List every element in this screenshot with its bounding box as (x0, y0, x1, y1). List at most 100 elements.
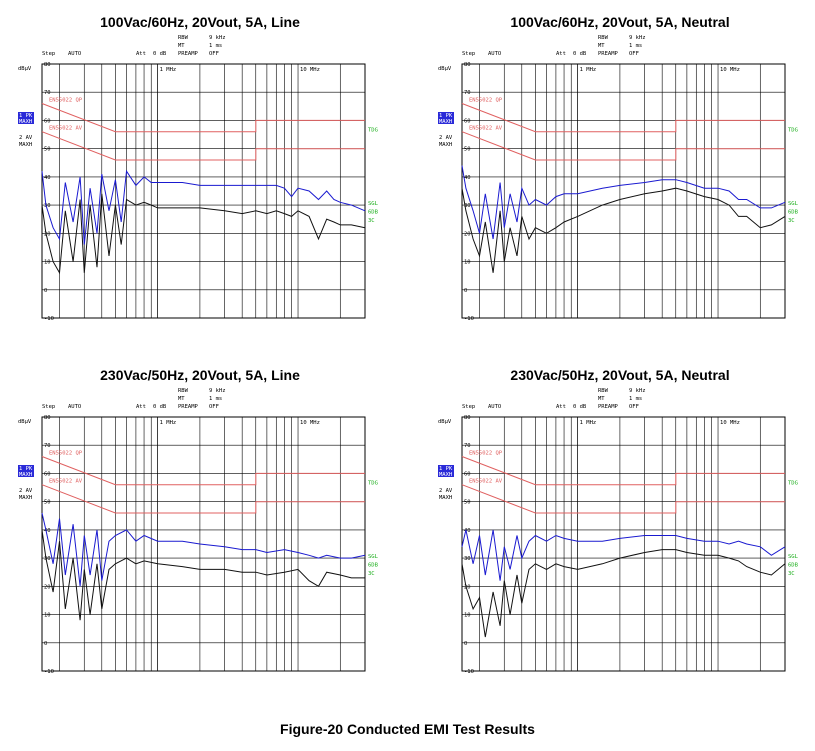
plot-frame (461, 63, 786, 319)
mt-label: MT (178, 43, 185, 49)
pk-trace-mode: MAXH (19, 472, 32, 478)
emi-panel: 230Vac/50Hz, 20Vout, 5A, Line RBW 9 kHz MT… (10, 367, 390, 675)
average-trace (461, 549, 786, 638)
av-trace-mode: MAXH (19, 142, 32, 148)
av-trace-label: 2 AV (19, 488, 33, 494)
y-tick-label: 30 (44, 203, 51, 209)
av-trace-label: 2 AV (19, 135, 33, 141)
y-axis-label: dBµV (18, 419, 32, 425)
step-label: Step (42, 51, 55, 57)
y-tick-label: 10 (464, 260, 471, 266)
preamp-value: OFF (629, 404, 639, 410)
figure-caption: Figure-20 Conducted EMI Test Results (280, 721, 535, 737)
emi-plot: RBW 9 kHz MT 1 ms PREAMP OFF Step AUTO Att 0 dB 80… (18, 35, 379, 322)
chart-title: 100Vac/60Hz, 20Vout, 5A, Line (100, 14, 300, 30)
pk-trace-label: 1 PK (439, 466, 453, 472)
att-label: Att (136, 404, 146, 410)
right-label: SGL (368, 554, 379, 560)
x-marker-label: 1 MHz (160, 67, 177, 73)
emi-plot: RBW 9 kHz MT 1 ms PREAMP OFF Step AUTO Att 0 dB 80… (18, 388, 379, 675)
mt-value: 1 ms (209, 43, 222, 49)
av-trace-label: 2 AV (439, 135, 453, 141)
limit-label: EN55022 AV (49, 126, 83, 132)
limit-line (41, 131, 365, 161)
emi-plot: RBW 9 kHz MT 1 ms PREAMP OFF Step AUTO Att 0 dB 80… (438, 35, 799, 322)
emi-panel: 230Vac/50Hz, 20Vout, 5A, Neutral RBW 9 kH… (430, 367, 810, 675)
right-label: SGL (788, 201, 799, 207)
plot-frame (461, 416, 786, 672)
limit-line (461, 131, 785, 161)
y-tick-label: 60 (464, 471, 471, 477)
chart-title: 100Vac/60Hz, 20Vout, 5A, Neutral (510, 14, 730, 30)
y-tick-label: 50 (464, 500, 471, 506)
right-label: 6DB (788, 210, 799, 216)
y-tick-label: 0 (464, 288, 467, 294)
preamp-value: OFF (209, 404, 219, 410)
step-label: Step (42, 404, 55, 410)
y-tick-label: 60 (464, 118, 471, 124)
limit-label: EN55022 QP (469, 451, 503, 457)
average-trace (41, 193, 366, 275)
preamp-label: PREAMP (178, 51, 199, 57)
rbw-label: RBW (598, 388, 609, 394)
att-value: 0 dB (153, 404, 167, 410)
mt-value: 1 ms (629, 43, 642, 49)
mt-label: MT (598, 396, 605, 402)
step-value: AUTO (68, 51, 81, 57)
y-axis-label: dBµV (18, 66, 32, 72)
y-tick-label: 70 (44, 443, 51, 449)
right-label: 6DB (368, 210, 379, 216)
rbw-value: 9 kHz (629, 388, 646, 394)
peak-trace (461, 529, 786, 581)
peak-trace (461, 165, 786, 240)
limit-line (461, 103, 785, 133)
x-marker-label: 10 MHz (720, 420, 740, 426)
y-tick-label: 30 (44, 556, 51, 562)
right-label: 3C (788, 218, 795, 224)
av-trace-label: 2 AV (439, 488, 453, 494)
right-label: SGL (368, 201, 379, 207)
right-label: 3C (368, 218, 375, 224)
right-label: 3C (368, 571, 375, 577)
rbw-label: RBW (598, 35, 609, 41)
right-label: 6DB (788, 563, 799, 569)
y-tick-label: 40 (464, 175, 471, 181)
pk-trace-badge (438, 465, 454, 477)
y-tick-label: 20 (464, 231, 471, 237)
pk-trace-label: 1 PK (439, 113, 453, 119)
emi-panel: 100Vac/60Hz, 20Vout, 5A, Neutral RBW 9 kH… (430, 14, 810, 322)
att-label: Att (556, 404, 566, 410)
step-value: AUTO (68, 404, 81, 410)
rbw-value: 9 kHz (209, 35, 226, 41)
step-label: Step (462, 404, 475, 410)
mt-value: 1 ms (629, 396, 642, 402)
right-label: TDG (368, 481, 378, 487)
chart-title: 230Vac/50Hz, 20Vout, 5A, Line (100, 367, 300, 383)
y-tick-label: 50 (44, 147, 51, 153)
att-label: Att (136, 51, 146, 57)
x-marker-label: 10 MHz (300, 67, 320, 73)
pk-trace-badge (438, 112, 454, 124)
y-tick-label: -10 (464, 669, 474, 675)
emi-plot: RBW 9 kHz MT 1 ms PREAMP OFF Step AUTO Att 0 dB 80… (438, 388, 799, 675)
average-trace (41, 529, 365, 621)
y-tick-label: 20 (44, 584, 51, 590)
y-tick-label: 80 (464, 62, 471, 68)
right-label: TDG (788, 481, 798, 487)
step-value: AUTO (488, 404, 501, 410)
peak-trace (41, 169, 366, 245)
y-tick-label: 10 (44, 613, 51, 619)
pk-trace-mode: MAXH (439, 472, 452, 478)
av-trace-mode: MAXH (19, 495, 32, 501)
y-tick-label: 60 (44, 471, 51, 477)
preamp-label: PREAMP (178, 404, 199, 410)
y-tick-label: 30 (464, 203, 471, 209)
step-value: AUTO (488, 51, 501, 57)
y-tick-label: 0 (464, 641, 467, 647)
y-tick-label: 80 (44, 62, 51, 68)
average-trace (461, 187, 786, 273)
y-tick-label: 30 (464, 556, 471, 562)
y-tick-label: 40 (44, 528, 51, 534)
att-value: 0 dB (573, 404, 587, 410)
x-marker-label: 1 MHz (580, 67, 597, 73)
